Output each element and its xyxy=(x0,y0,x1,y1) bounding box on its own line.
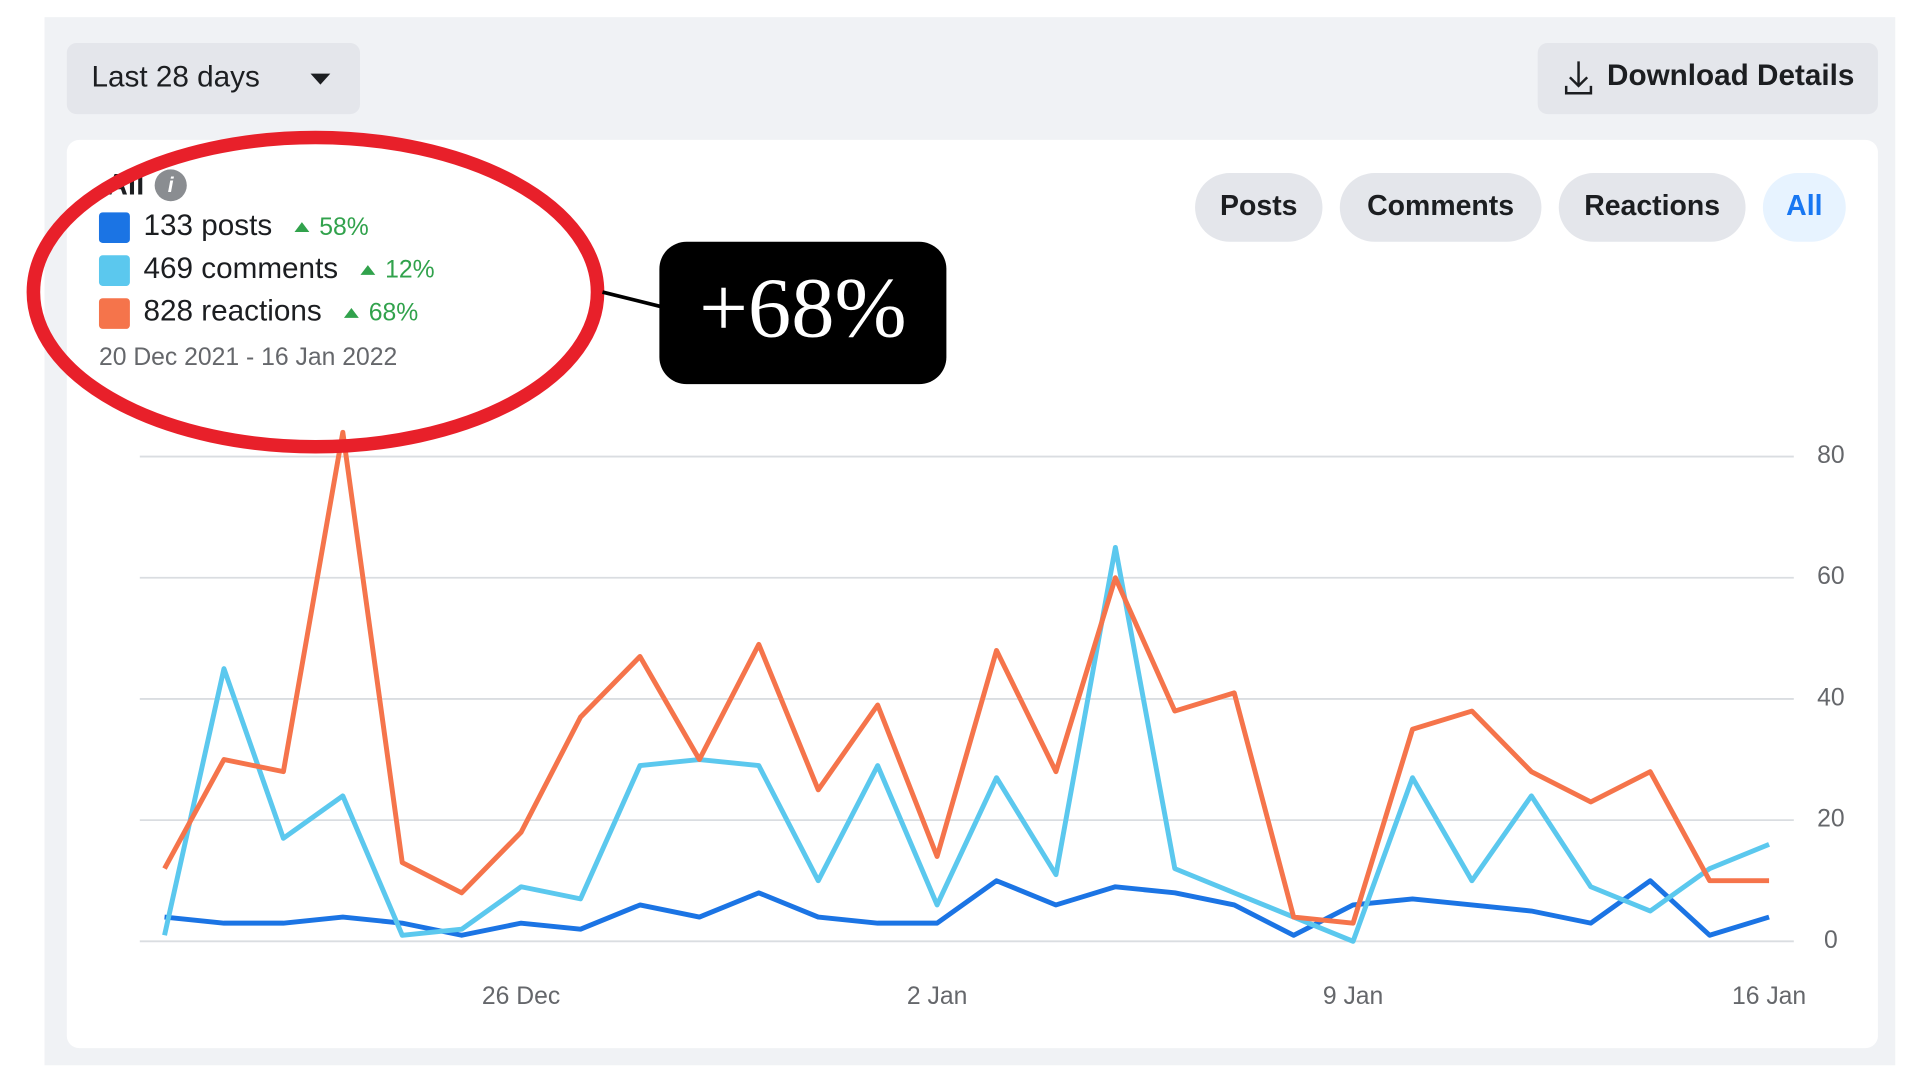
change-arrow xyxy=(343,308,359,318)
summary-date-range: 20 Dec 2021 - 16 Jan 2022 xyxy=(99,344,397,371)
change-value: 68% xyxy=(369,300,419,327)
info-icon[interactable] xyxy=(154,169,187,202)
legend-label: 133 posts xyxy=(144,209,273,242)
callout-box xyxy=(659,241,947,385)
tab[interactable] xyxy=(1762,173,1846,242)
info-icon-glyph: i xyxy=(168,174,175,197)
tabs: Posts Comments Reactions All xyxy=(1195,173,1846,242)
chart-card xyxy=(66,139,1878,1049)
tab-label: Reactions xyxy=(1584,190,1720,222)
series-line xyxy=(162,429,1770,926)
tab[interactable] xyxy=(1339,173,1542,242)
x-tick-label: 16 Jan xyxy=(1732,983,1806,1010)
x-tick-label: 2 Jan xyxy=(907,983,967,1010)
x-tick-label: 26 Dec xyxy=(482,983,560,1010)
date-dropdown[interactable] xyxy=(66,42,360,115)
legend-label: 828 reactions xyxy=(144,295,322,328)
legend-swatch xyxy=(98,212,130,243)
tab[interactable] xyxy=(1195,173,1323,242)
tab-label: Posts xyxy=(1220,190,1297,222)
change-arrow xyxy=(360,265,376,275)
download-icon xyxy=(1564,61,1593,95)
legend-swatch xyxy=(98,255,130,286)
y-tick-label: 20 xyxy=(1817,806,1844,833)
summary: 133 posts 58% 469 comments 12% 828 reactions… xyxy=(98,209,435,329)
y-tick-label: 40 xyxy=(1817,685,1844,712)
callout-text: +68% xyxy=(699,260,907,356)
legend-swatch xyxy=(98,298,130,329)
x-tick-label: 9 Jan xyxy=(1323,983,1383,1010)
download-button[interactable] xyxy=(1537,42,1878,115)
series-line xyxy=(162,544,1771,944)
tab[interactable] xyxy=(1558,173,1746,242)
dropdown-arrow xyxy=(310,73,331,85)
highlight-circle xyxy=(26,130,605,454)
tab-label: All xyxy=(1786,190,1822,222)
callout-line xyxy=(602,290,663,309)
date-dropdown-label: Last 28 days xyxy=(92,60,260,93)
series-line xyxy=(164,878,1770,938)
change-value: 58% xyxy=(319,214,369,241)
legend-label: 469 comments xyxy=(144,252,339,285)
tab-label: Comments xyxy=(1367,190,1514,222)
download-label: Download Details xyxy=(1607,59,1854,92)
change-arrow xyxy=(294,222,310,232)
y-tick-label: 0 xyxy=(1824,927,1838,954)
y-tick-label: 80 xyxy=(1817,442,1844,469)
change-value: 12% xyxy=(385,257,435,284)
plot: 0 20 40 60 80 26 Dec 2 Jan 9 Jan 16 Jan xyxy=(139,429,1845,1010)
y-tick-label: 60 xyxy=(1817,563,1844,590)
